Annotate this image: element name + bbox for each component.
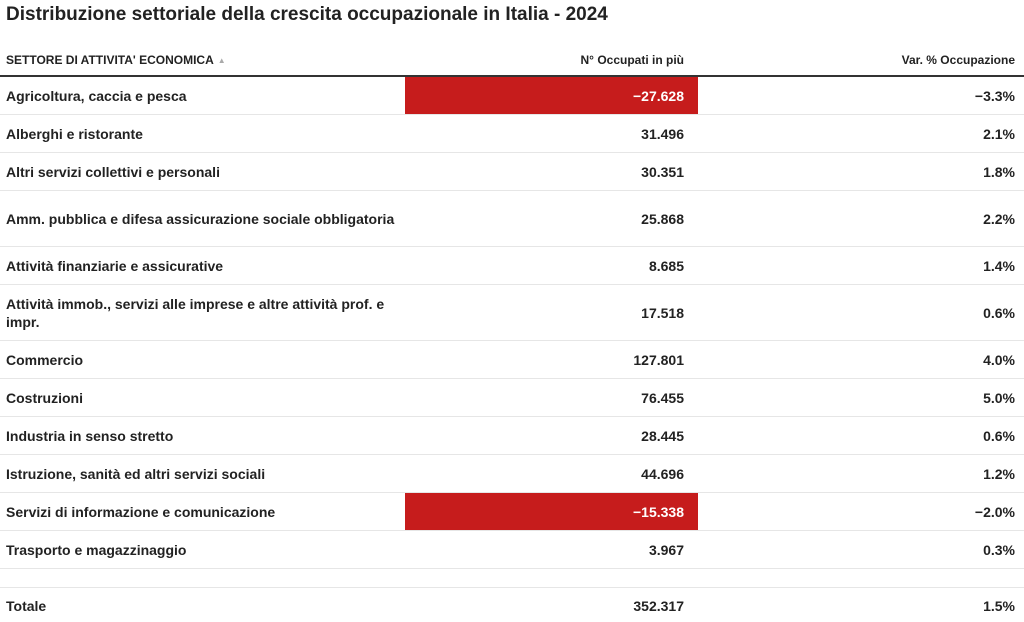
occupati-value: 76.455 <box>641 389 684 406</box>
occupati-cell: −27.628 <box>405 77 698 114</box>
var-cell: 2.2% <box>983 210 1015 227</box>
occupati-value: 25.868 <box>641 210 684 227</box>
occupati-value: 30.351 <box>641 163 684 180</box>
occupati-value: 127.801 <box>633 351 684 368</box>
sector-cell: Attività immob., servizi alle imprese e … <box>6 295 385 330</box>
occupati-value: 3.967 <box>648 541 684 558</box>
table-header: SETTORE DI ATTIVITA' ECONOMICA ▲ N° Occup… <box>0 44 1024 77</box>
occupati-cell: 127.801 <box>405 341 698 378</box>
occupati-cell: 8.685 <box>405 247 698 284</box>
sector-cell: Agricoltura, caccia e pesca <box>6 87 187 104</box>
occupati-cell: 31.496 <box>405 115 698 152</box>
var-cell: 5.0% <box>983 389 1015 406</box>
occupati-cell: 25.868 <box>405 191 698 246</box>
total-occupati: 352.317 <box>633 598 684 614</box>
var-cell: 0.3% <box>983 541 1015 558</box>
var-cell: −3.3% <box>974 87 1015 104</box>
occupati-value: 44.696 <box>641 465 684 482</box>
table-row: Altri servizi collettivi e personali 30.3… <box>0 153 1024 191</box>
sector-cell: Istruzione, sanità ed altri servizi soci… <box>6 465 266 482</box>
table-row: Trasporto e magazzinaggio 3.967 0.3% <box>0 531 1024 569</box>
occupati-cell: −15.338 <box>405 493 698 530</box>
occupati-cell: 3.967 <box>405 531 698 568</box>
var-cell: 0.6% <box>983 427 1015 444</box>
var-cell: 2.1% <box>983 125 1015 142</box>
occupati-value: 17.518 <box>641 304 684 321</box>
occupati-value: 28.445 <box>641 427 684 444</box>
occupati-cell: 30.351 <box>405 153 698 190</box>
sector-cell: Attività finanziarie e assicurative <box>6 257 224 274</box>
var-cell: 4.0% <box>983 351 1015 368</box>
total-row: Totale 352.317 1.5% <box>0 588 1024 622</box>
chart-title: Distribuzione settoriale della crescita … <box>6 4 608 25</box>
occupati-cell: 44.696 <box>405 455 698 492</box>
var-cell: 1.8% <box>983 163 1015 180</box>
sector-cell: Costruzioni <box>6 389 83 406</box>
header-sector[interactable]: SETTORE DI ATTIVITA' ECONOMICA ▲ <box>6 53 226 67</box>
table-row: Servizi di informazione e comunicazione −… <box>0 493 1024 531</box>
table-row: Attività immob., servizi alle imprese e … <box>0 285 1024 341</box>
table-row: Costruzioni 76.455 5.0% <box>0 379 1024 417</box>
occupati-value: 8.685 <box>648 257 684 274</box>
table-row: Industria in senso stretto 28.445 0.6% <box>0 417 1024 455</box>
var-cell: 0.6% <box>983 304 1015 321</box>
occupati-value: −27.628 <box>633 87 684 104</box>
total-label: Totale <box>6 598 47 614</box>
sector-cell: Altri servizi collettivi e personali <box>6 163 220 180</box>
table-row: Amm. pubblica e difesa assicurazione soc… <box>0 191 1024 247</box>
table-body: Agricoltura, caccia e pesca −27.628 −3.3% A… <box>0 77 1024 569</box>
header-occupati[interactable]: N° Occupati in più <box>580 53 684 67</box>
data-table: SETTORE DI ATTIVITA' ECONOMICA ▲ N° Occup… <box>0 44 1024 622</box>
negative-bar <box>405 493 698 530</box>
var-cell: 1.2% <box>983 465 1015 482</box>
header-sector-label: SETTORE DI ATTIVITA' ECONOMICA <box>6 53 214 67</box>
total-var: 1.5% <box>983 598 1015 614</box>
sector-cell: Amm. pubblica e difesa assicurazione soc… <box>6 210 395 227</box>
negative-bar <box>405 77 698 114</box>
header-var[interactable]: Var. % Occupazione <box>901 53 1015 67</box>
occupati-cell: 76.455 <box>405 379 698 416</box>
table-row: Attività finanziarie e assicurative 8.685… <box>0 247 1024 285</box>
sector-cell: Industria in senso stretto <box>6 427 174 444</box>
occupati-cell: 17.518 <box>405 285 698 340</box>
occupati-value: −15.338 <box>633 503 684 520</box>
sort-ascending-icon[interactable]: ▲ <box>217 56 226 65</box>
table-row: Commercio 127.801 4.0% <box>0 341 1024 379</box>
var-cell: −2.0% <box>974 503 1015 520</box>
sector-cell: Trasporto e magazzinaggio <box>6 541 187 558</box>
sector-cell: Servizi di informazione e comunicazione <box>6 503 276 520</box>
var-cell: 1.4% <box>983 257 1015 274</box>
table-row: Alberghi e ristorante 31.496 2.1% <box>0 115 1024 153</box>
occupati-value: 31.496 <box>641 125 684 142</box>
table-spacer <box>0 569 1024 588</box>
sector-cell: Commercio <box>6 351 84 368</box>
sector-cell: Alberghi e ristorante <box>6 125 143 142</box>
occupati-cell: 28.445 <box>405 417 698 454</box>
table-row: Istruzione, sanità ed altri servizi soci… <box>0 455 1024 493</box>
table-row: Agricoltura, caccia e pesca −27.628 −3.3% <box>0 77 1024 115</box>
